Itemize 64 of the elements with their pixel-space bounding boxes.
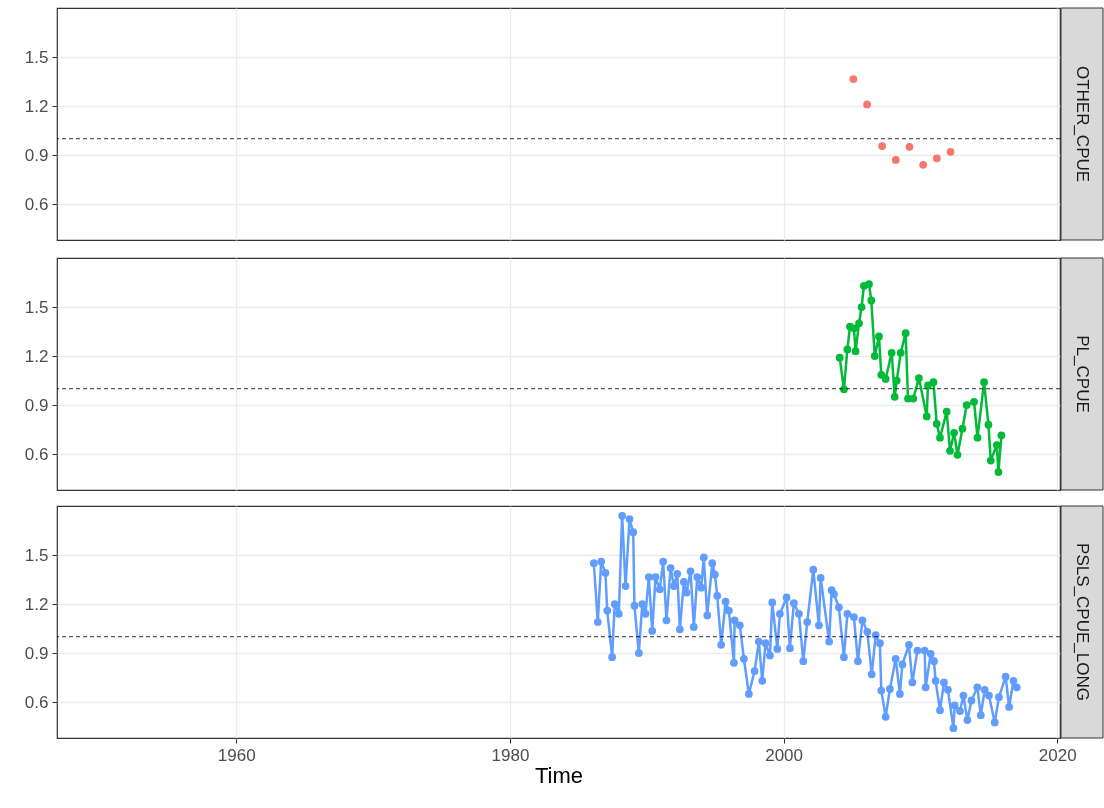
- point: [932, 154, 941, 163]
- y-tick-label: 1.2: [24, 96, 49, 116]
- point: [922, 412, 931, 421]
- point: [875, 332, 883, 341]
- y-tick-label: 0.6: [24, 194, 49, 214]
- x-tick-label: 2020: [1038, 745, 1077, 765]
- y-tick-label: 0.9: [24, 145, 49, 165]
- point: [936, 433, 944, 442]
- y-tick-label: 1.5: [24, 545, 49, 565]
- point: [901, 329, 910, 338]
- point: [915, 374, 923, 382]
- point: [909, 394, 918, 403]
- point: [992, 441, 1001, 449]
- point: [946, 147, 955, 156]
- point: [849, 75, 858, 83]
- x-tick-label: 1960: [217, 745, 256, 765]
- y-tick-label: 0.6: [24, 444, 49, 464]
- point: [851, 347, 860, 355]
- point: [863, 100, 871, 109]
- point: [892, 376, 901, 385]
- point: [958, 424, 967, 433]
- point: [942, 407, 951, 416]
- point: [973, 433, 982, 442]
- point: [950, 428, 958, 437]
- point: [835, 353, 844, 362]
- x-tick-label: 1980: [491, 745, 530, 765]
- point: [962, 401, 971, 409]
- point: [994, 468, 1003, 476]
- point: [932, 419, 941, 428]
- point: [905, 143, 914, 151]
- point: [929, 378, 938, 387]
- point: [850, 324, 858, 333]
- text: PL_CPUE: [1073, 335, 1092, 413]
- y-tick-label: 0.9: [24, 395, 49, 415]
- y-tick-label: 0.6: [24, 692, 49, 712]
- y-tick-label: 1.2: [24, 594, 49, 614]
- text: PSLS_CPUE_LONG: [1073, 543, 1092, 701]
- y-tick-label: 1.2: [24, 346, 49, 366]
- point: [896, 348, 905, 357]
- point: [970, 397, 978, 406]
- point: [997, 431, 1006, 440]
- point: [986, 456, 995, 465]
- y-tick-label: 1.5: [24, 47, 49, 67]
- text: OTHER_CPUE: [1073, 65, 1092, 183]
- point: [867, 296, 876, 305]
- point: [855, 319, 863, 328]
- point: [857, 303, 866, 311]
- point: [891, 156, 900, 164]
- point: [953, 451, 962, 459]
- point: [919, 160, 928, 169]
- point: [887, 348, 896, 357]
- point: [881, 375, 890, 383]
- point: [865, 280, 873, 289]
- y-tick-label: 1.5: [24, 297, 49, 317]
- y-tick-label: 0.9: [24, 643, 49, 663]
- point: [980, 378, 988, 387]
- point: [878, 142, 886, 150]
- x-axis-title: Time: [534, 762, 584, 788]
- x-tick-label: 2000: [765, 745, 804, 765]
- point: [984, 420, 993, 429]
- point: [843, 345, 852, 354]
- point: [870, 352, 879, 360]
- point: [946, 446, 954, 455]
- point: [890, 393, 899, 401]
